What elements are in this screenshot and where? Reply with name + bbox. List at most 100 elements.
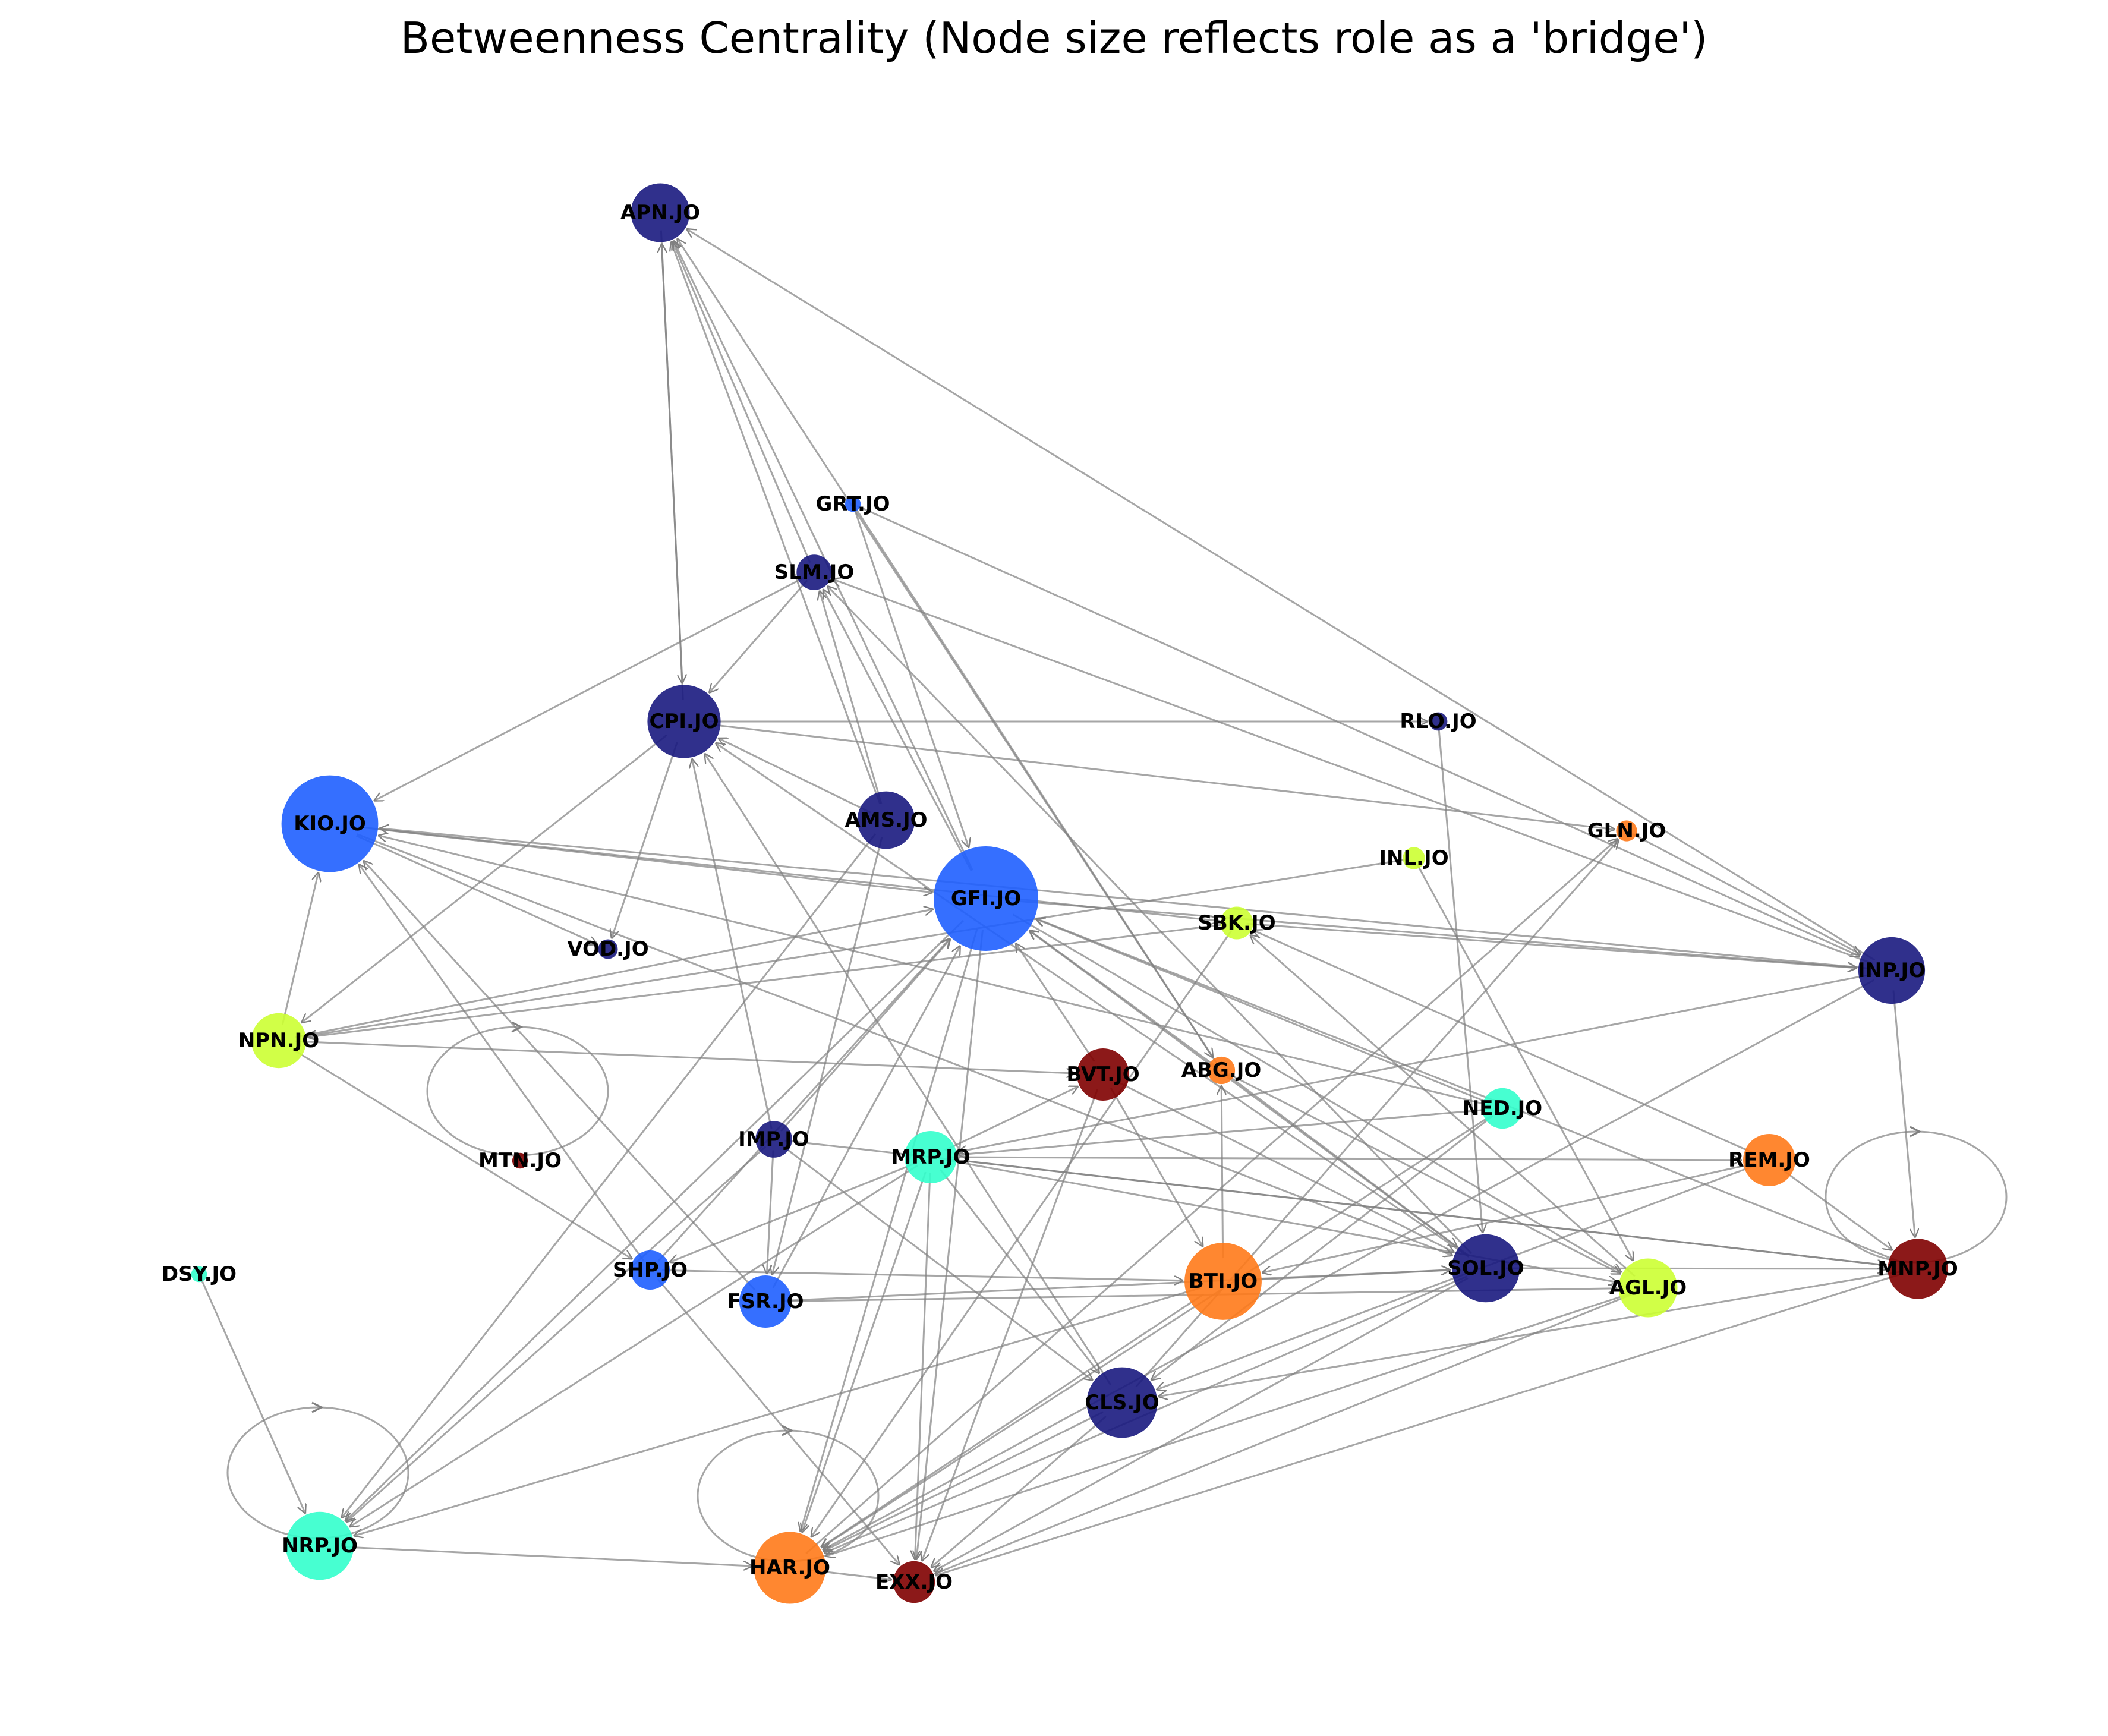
- node-ned-jo[interactable]: [1482, 1088, 1523, 1129]
- edge-fsr-jo-to-gfi-jo: [772, 946, 962, 1288]
- node-kio-jo[interactable]: [281, 775, 379, 872]
- edge-ned-jo-to-kio-jo: [378, 836, 1491, 1107]
- node-dsy-jo[interactable]: [191, 1266, 207, 1283]
- edge-mnp-jo-to-gfi-jo: [1036, 918, 1902, 1264]
- node-cls-jo[interactable]: [1086, 1367, 1158, 1438]
- edge-apn-jo-to-cpi-jo: [660, 230, 682, 684]
- node-bvt-jo[interactable]: [1077, 1048, 1129, 1101]
- edge-inp-jo-to-har-jo: [823, 979, 1875, 1551]
- node-sbk-jo[interactable]: [1220, 906, 1253, 940]
- node-label-grt-jo: GRT.JO: [815, 492, 890, 516]
- edge-cpi-jo-to-gln-jo: [705, 723, 1615, 829]
- node-layer: [191, 183, 1948, 1604]
- node-mtn-jo[interactable]: [512, 1152, 528, 1169]
- node-har-jo[interactable]: [754, 1532, 826, 1604]
- node-label-cpi-jo: CPI.JO: [650, 710, 719, 733]
- edge-bti-jo-to-har-jo: [821, 1293, 1205, 1547]
- node-label-mnp-jo: MNP.JO: [1877, 1257, 1958, 1281]
- node-label-exx-jo: EXX.JO: [875, 1570, 953, 1594]
- node-bti-jo[interactable]: [1184, 1243, 1262, 1320]
- edge-grt-jo-to-inp-jo: [856, 505, 1860, 956]
- edge-mrp-jo-to-mnp-jo: [946, 1158, 1887, 1265]
- node-agl-jo[interactable]: [1618, 1258, 1678, 1318]
- node-label-abg-jo: ABG.JO: [1181, 1058, 1262, 1082]
- node-cpi-jo[interactable]: [647, 685, 721, 758]
- node-label-har-jo: HAR.JO: [749, 1556, 830, 1580]
- self-loop-mtn-jo: [426, 1026, 609, 1157]
- node-rlo-jo[interactable]: [1429, 712, 1448, 731]
- node-exx-jo[interactable]: [893, 1561, 935, 1603]
- node-inp-jo[interactable]: [1858, 937, 1926, 1004]
- node-label-vod-jo: VOD.JO: [567, 937, 648, 961]
- edge-gfi-jo-to-inp-jo: [1017, 900, 1857, 968]
- edge-npn-jo-to-shp-jo: [292, 1048, 633, 1259]
- edge-shp-jo-to-bti-jo: [661, 1269, 1183, 1280]
- edge-sol-jo-to-mnp-jo: [1506, 1268, 1886, 1269]
- edge-imp-jo-to-nrp-jo: [346, 1146, 767, 1522]
- edge-cpi-jo-to-vod-jo: [612, 742, 678, 938]
- edge-grt-jo-to-gfi-jo: [853, 508, 969, 848]
- self-loop-arrow-mnp-jo: [1910, 1126, 1922, 1138]
- edge-bvt-jo-to-gfi-jo: [1016, 943, 1095, 1062]
- node-label-apn-jo: APN.JO: [620, 201, 700, 225]
- edge-npn-jo-to-kio-jo: [281, 872, 319, 1025]
- edge-rem-jo-to-mnp-jo: [1781, 1168, 1892, 1250]
- node-label-bti-jo: BTI.JO: [1189, 1269, 1258, 1293]
- node-imp-jo[interactable]: [755, 1121, 792, 1158]
- node-label-inp-jo: INP.JO: [1858, 959, 1926, 982]
- edge-inp-jo-to-mnp-jo: [1892, 990, 1915, 1238]
- edge-agl-jo-to-sbk-jo: [1250, 935, 1636, 1277]
- edge-mnp-jo-to-cls-jo: [1158, 1271, 1901, 1397]
- node-apn-jo[interactable]: [631, 183, 690, 242]
- node-slm-jo[interactable]: [796, 554, 832, 590]
- node-vod-jo[interactable]: [598, 939, 618, 959]
- edge-ned-jo-to-cls-jo: [1151, 1115, 1493, 1381]
- edge-mrp-jo-to-nrp-jo: [349, 1164, 918, 1527]
- node-inl-jo[interactable]: [1403, 847, 1425, 869]
- node-grt-jo[interactable]: [845, 496, 861, 512]
- node-sol-jo[interactable]: [1451, 1234, 1520, 1303]
- edge-bvt-jo-to-exx-jo: [922, 1089, 1099, 1561]
- node-label-npn-jo: NPN.JO: [238, 1029, 319, 1053]
- edge-mrp-jo-to-bvt-jo: [944, 1086, 1079, 1151]
- node-mnp-jo[interactable]: [1888, 1239, 1948, 1299]
- node-mrp-jo[interactable]: [905, 1131, 957, 1183]
- node-label-ams-jo: AMS.JO: [845, 808, 927, 832]
- self-loop-arrow-har-jo: [782, 1425, 794, 1436]
- edge-mrp-jo-to-har-jo: [802, 1171, 927, 1533]
- node-label-dsy-jo: DSY.JO: [162, 1262, 237, 1286]
- edge-nrp-jo-to-har-jo: [340, 1546, 752, 1566]
- node-rem-jo[interactable]: [1743, 1134, 1795, 1186]
- edge-imp-jo-to-cpi-jo: [692, 758, 773, 1129]
- edge-rlo-jo-to-sol-jo: [1438, 727, 1483, 1233]
- node-ams-jo[interactable]: [857, 791, 915, 849]
- edge-shp-jo-to-gfi-jo: [657, 938, 950, 1262]
- edge-mrp-jo-to-exx-jo: [915, 1173, 931, 1559]
- edge-slm-jo-to-cpi-jo: [709, 579, 808, 693]
- edge-ams-jo-to-nrp-jo: [341, 833, 877, 1518]
- edge-grt-jo-to-abg-jo: [855, 507, 1213, 1058]
- node-nrp-jo[interactable]: [285, 1511, 354, 1580]
- edge-imp-jo-to-gfi-jo: [780, 939, 950, 1132]
- node-label-rlo-jo: RLO.JO: [1400, 710, 1476, 733]
- node-gln-jo[interactable]: [1616, 820, 1637, 842]
- edge-bti-jo-to-sol-jo: [1246, 1270, 1451, 1281]
- edge-agl-jo-to-exx-jo: [935, 1293, 1632, 1574]
- node-fsr-jo[interactable]: [739, 1275, 792, 1328]
- node-shp-jo[interactable]: [631, 1250, 670, 1290]
- edge-gfi-jo-to-har-jo: [801, 928, 978, 1532]
- node-abg-jo[interactable]: [1207, 1056, 1236, 1085]
- self-loop-arrow-mtn-jo: [511, 1021, 524, 1033]
- edge-npn-jo-to-gfi-jo: [294, 909, 934, 1039]
- node-label-shp-jo: SHP.JO: [613, 1258, 688, 1282]
- edge-sol-jo-to-cpi-jo: [716, 743, 1470, 1258]
- node-label-imp-jo: IMP.JO: [738, 1127, 809, 1151]
- node-npn-jo[interactable]: [251, 1013, 307, 1069]
- edge-sbk-jo-to-har-jo: [811, 930, 1232, 1537]
- node-gfi-jo[interactable]: [934, 846, 1038, 951]
- edge-dsy-jo-to-nrp-jo: [200, 1278, 305, 1514]
- self-loop-arrow-nrp-jo: [311, 1401, 324, 1413]
- edge-shp-jo-to-kio-jo: [359, 864, 644, 1261]
- node-label-slm-jo: SLM.JO: [774, 560, 854, 584]
